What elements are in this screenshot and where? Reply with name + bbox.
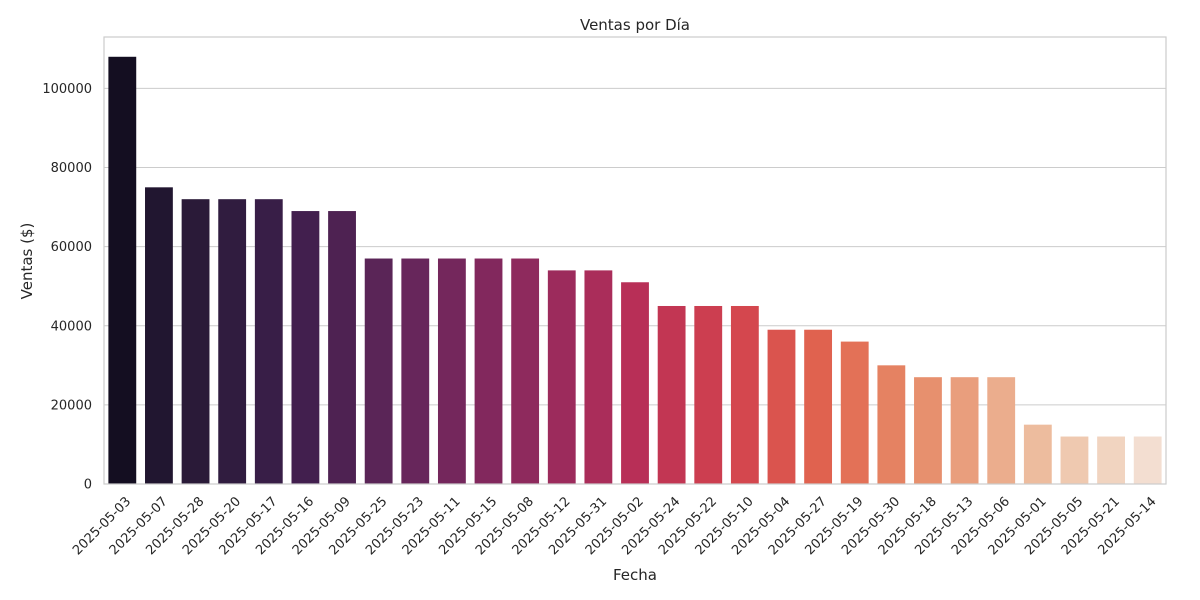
x-axis-title: Fecha: [613, 566, 657, 584]
y-tick-label: 80000: [51, 161, 92, 176]
y-tick-label: 0: [84, 478, 92, 493]
bar: [364, 258, 393, 484]
x-axis-ticks: 2025-05-032025-05-072025-05-282025-05-20…: [70, 494, 1159, 558]
bar: [474, 258, 503, 484]
bar: [987, 377, 1016, 484]
bar: [840, 341, 869, 484]
bar: [1097, 436, 1125, 484]
bar: [401, 258, 430, 484]
bars: [108, 56, 1162, 485]
bar: [877, 365, 906, 484]
bar: [145, 187, 173, 484]
y-tick-label: 40000: [51, 319, 92, 334]
bar: [511, 258, 540, 484]
bar: [181, 199, 210, 484]
bar: [584, 270, 613, 484]
bar: [291, 211, 320, 484]
y-tick-label: 100000: [42, 82, 92, 97]
bar: [1023, 424, 1052, 484]
y-tick-label: 20000: [51, 398, 92, 413]
plot-frame: [103, 36, 1167, 485]
chart-title: Ventas por Día: [580, 16, 690, 34]
bar: [804, 329, 833, 484]
bar: [730, 305, 759, 484]
bar: [767, 329, 796, 484]
bar: [657, 305, 686, 484]
bar: [254, 199, 283, 484]
bar: [694, 305, 723, 484]
bar: [547, 270, 576, 484]
bar: [950, 377, 979, 484]
bar: [1133, 436, 1162, 484]
bar: [218, 199, 247, 484]
bar: [1060, 436, 1089, 484]
y-axis-title: Ventas ($): [18, 223, 36, 300]
bar: [437, 258, 466, 484]
bar: [328, 211, 356, 484]
bar: [108, 56, 137, 485]
bar: [621, 282, 649, 484]
y-axis-ticks: 0 20000 40000 60000 80000 100000: [42, 82, 92, 493]
bar: [914, 377, 942, 484]
y-tick-label: 60000: [51, 240, 92, 255]
